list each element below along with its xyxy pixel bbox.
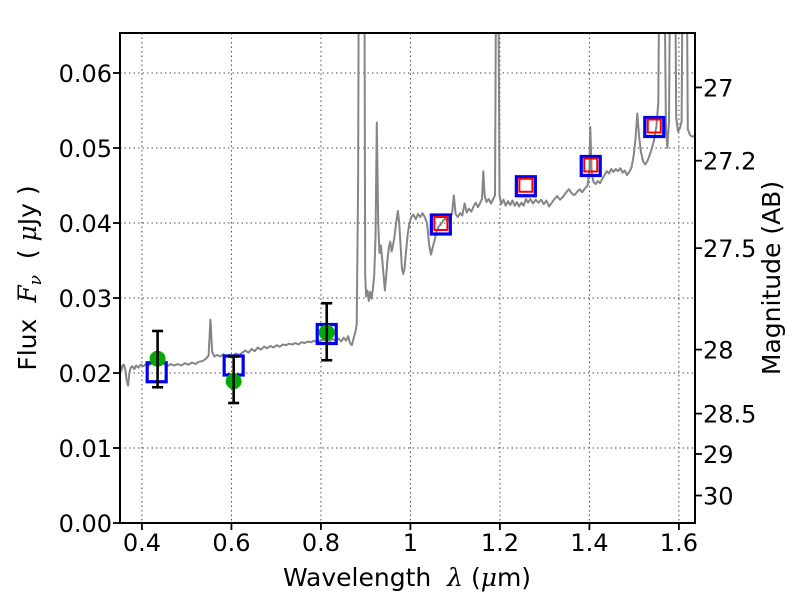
red-square-marker (433, 215, 449, 231)
plot-data (120, 33, 695, 387)
gridlines (120, 33, 695, 523)
y-left-tick-label: 0.00 (59, 510, 112, 538)
y-right-tick-label: 30 (703, 483, 734, 511)
axes-frame (113, 32, 702, 530)
y-left-tick-label: 0.04 (59, 210, 112, 238)
y-axis-label-flux: Flux Fν ( μJy ) (13, 185, 46, 370)
red-square-marker (646, 118, 662, 134)
blue-square-marker (429, 213, 452, 236)
y-right-tick-label: 27.2 (703, 148, 756, 176)
y-right-tick-label: 28 (703, 337, 734, 365)
y-left-tick-label: 0.03 (59, 285, 112, 313)
model-spectrum-line (120, 33, 695, 387)
x-tick-label: 1.6 (660, 529, 698, 557)
y-left-tick-label: 0.02 (59, 360, 112, 388)
blue-square-marker (579, 154, 602, 178)
y-left-tick-label: 0.01 (59, 435, 112, 463)
red-square-marker (518, 177, 534, 193)
x-tick-label: 1.2 (481, 529, 519, 557)
y-right-tick-label: 28.5 (703, 401, 756, 429)
y-right-tick-label: 27.5 (703, 235, 756, 263)
blue-square-marker (514, 175, 537, 198)
x-tick-label: 0.8 (302, 529, 340, 557)
x-axis-label: Wavelength λ (μm) (283, 563, 531, 592)
x-tick-label: 0.6 (212, 529, 250, 557)
y-left-tick-label: 0.06 (59, 60, 112, 88)
plot-border (119, 32, 696, 524)
y-left-tick-label: 0.05 (59, 135, 112, 163)
photometry-markers (145, 115, 666, 405)
red-square-marker (583, 157, 599, 173)
y-right-tick-label: 27 (703, 74, 734, 102)
x-tick-label: 0.4 (123, 529, 161, 557)
y-right-tick-label: 29 (703, 441, 734, 469)
x-tick-label: 1.4 (570, 529, 608, 557)
x-tick-label: 1 (403, 529, 418, 557)
tick-labels: 0.4 0.6 0.8 1 1.2 1.4 1.6 0.00 0.01 0.02 0.03 0.04 0… (59, 60, 757, 557)
blue-square-marker (643, 115, 666, 139)
y-axis-label-magnitude: Magnitude (AB) (757, 181, 786, 375)
